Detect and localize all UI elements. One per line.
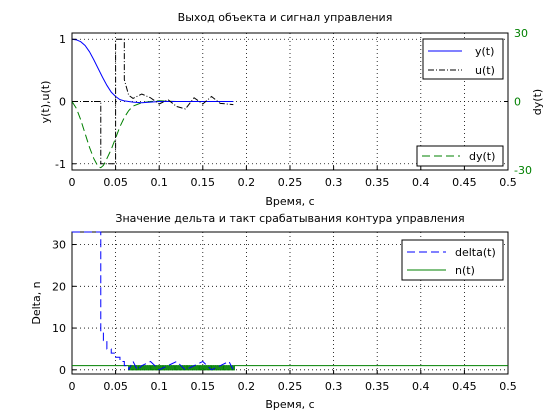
chart-2-ytick-label: 30 xyxy=(52,239,66,252)
chart-2-xtick-label: 0.05 xyxy=(103,380,128,393)
chart-1-ytick-label: 1 xyxy=(59,33,66,46)
chart-1-x-ticks: 0 0.05 0.1 0.15 0.2 0.25 0.3 0.35 0.4 0.45 0.5 xyxy=(69,166,517,189)
chart-2-xlabel: Время, с xyxy=(265,398,314,411)
series-u-line xyxy=(72,38,234,165)
legend-u-label: u(t) xyxy=(475,64,495,77)
chart-2-xtick-label: 0.35 xyxy=(365,380,390,393)
chart-1-ylabel: y(t),u(t) xyxy=(39,81,52,124)
legend-delta-label: delta(t) xyxy=(455,246,496,259)
plot-1: Выход объекта и сигнал управления 0 0.05 0… xyxy=(39,11,544,208)
series-delta-line xyxy=(72,231,234,371)
chart-2-xtick-label: 0.4 xyxy=(412,380,430,393)
chart-2-xtick-label: 0.45 xyxy=(452,380,477,393)
legend-y-label: y(t) xyxy=(475,45,494,58)
chart-1-xtick-label: 0.2 xyxy=(238,176,256,189)
chart-1-xtick-label: 0 xyxy=(69,176,76,189)
chart-1-ytick-label: -1 xyxy=(55,158,66,171)
series-dy-line xyxy=(71,100,234,169)
chart-2-xtick-label: 0.1 xyxy=(150,380,168,393)
legend-n-label: n(t) xyxy=(455,264,475,277)
chart-1-y2tick-label: 0 xyxy=(514,96,521,109)
chart-1-xtick-label: 0.45 xyxy=(452,176,477,189)
chart-1-y2label: dy(t) xyxy=(531,89,544,115)
chart-2-ytick-label: 0 xyxy=(59,364,66,377)
chart-1-xtick-label: 0.5 xyxy=(499,176,517,189)
chart-2-xtick-label: 0.2 xyxy=(238,380,256,393)
chart-1-xtick-label: 0.35 xyxy=(365,176,390,189)
chart-1-xlabel: Время, с xyxy=(265,195,314,208)
chart-2-ytick-label: 20 xyxy=(52,280,66,293)
chart-1-ytick-label: 0 xyxy=(59,96,66,109)
chart-1-xtick-label: 0.1 xyxy=(150,176,168,189)
chart-1-xtick-label: 0.3 xyxy=(325,176,343,189)
chart-1-xtick-label: 0.4 xyxy=(412,176,430,189)
chart-1-y2tick-label: 30 xyxy=(514,27,528,40)
series-n-line xyxy=(72,365,508,371)
chart-2-xtick-label: 0.3 xyxy=(325,380,343,393)
chart-2-xtick-label: 0.25 xyxy=(278,380,303,393)
chart-2-ylabel: Delta, n xyxy=(30,281,43,324)
chart-1-legend: y(t) u(t) xyxy=(422,38,504,80)
chart-2-xtick-label: 0.15 xyxy=(191,380,216,393)
chart-1-y2tick-label: -30 xyxy=(514,164,532,177)
chart-2-legend: delta(t) n(t) xyxy=(401,239,504,281)
chart-2-ytick-label: 10 xyxy=(52,322,66,335)
chart-2-xtick-label: 0 xyxy=(69,380,76,393)
chart-1-legend-2: dy(t) xyxy=(416,145,504,167)
chart-1-xtick-label: 0.25 xyxy=(278,176,303,189)
chart-1-xtick-label: 0.15 xyxy=(191,176,216,189)
chart-1-title: Выход объекта и сигнал управления xyxy=(178,11,393,24)
chart-2-x-ticks: 0 0.05 0.1 0.15 0.2 0.25 0.3 0.35 0.4 0.45 0.5 xyxy=(69,370,517,393)
chart-2-series xyxy=(72,231,508,371)
chart-1-xtick-label: 0.05 xyxy=(103,176,128,189)
chart-2-xtick-label: 0.5 xyxy=(499,380,517,393)
chart-1-y-ticks: -1 0 1 xyxy=(55,33,76,171)
chart-2-title: Значение дельта и такт срабатывания конт… xyxy=(115,212,464,225)
plot-2: Значение дельта и такт срабатывания конт… xyxy=(30,212,517,411)
legend-dy-label: dy(t) xyxy=(469,150,495,163)
chart-1-series xyxy=(71,38,234,169)
chart-2-y-ticks: 0 10 20 30 xyxy=(52,239,76,377)
chart-1-y2-ticks: -30 0 30 xyxy=(504,27,532,177)
